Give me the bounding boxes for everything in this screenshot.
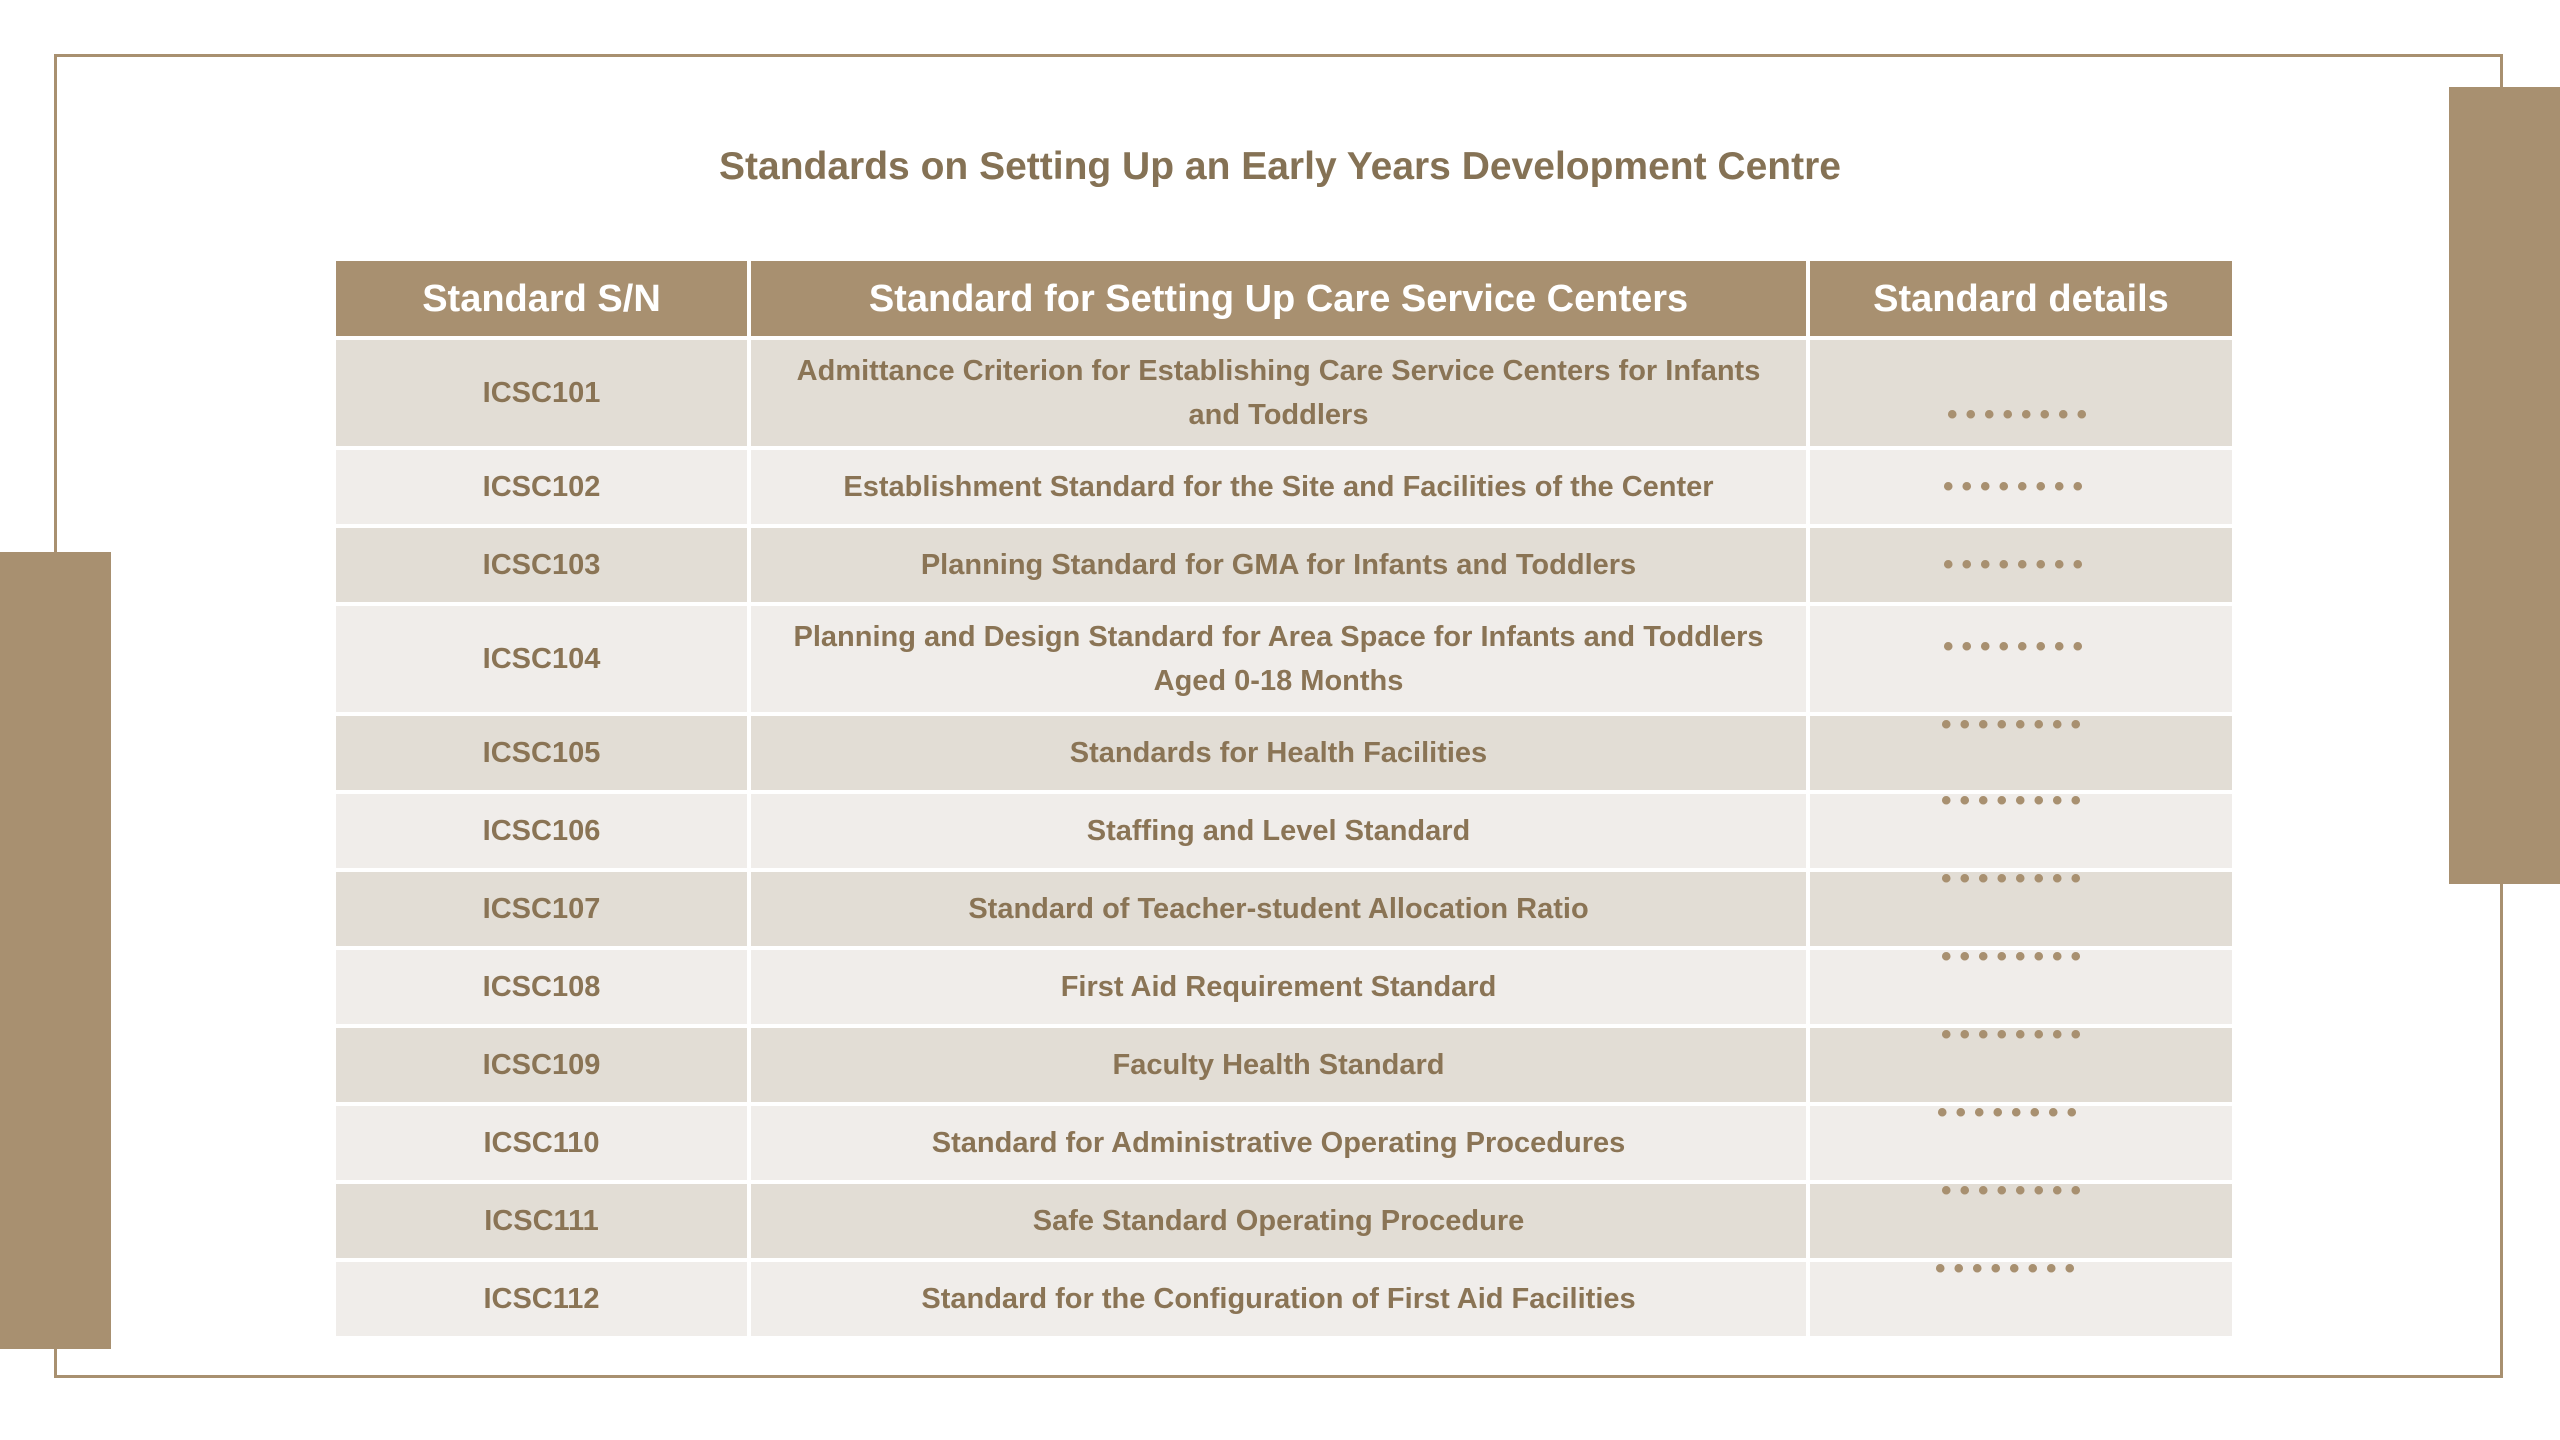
cell-standard-sn-text: ICSC110 [483,1127,600,1159]
cell-standard-sn: ICSC108 [336,950,747,1024]
cell-standard-text: Standards for Health Facilities [1069,737,1488,769]
cell-standard: Planning and Design Standard for Area Sp… [751,606,1806,712]
cell-standard-sn: ICSC101 [336,340,747,446]
cell-standard-sn-text: ICSC101 [482,377,601,409]
cell-standard-details-text: •••••••• [1940,940,2090,973]
cell-standard: Safe Standard Operating Procedure [751,1184,1806,1258]
cell-standard: Standard for the Configuration of First … [751,1262,1806,1336]
page-title: Standards on Setting Up an Early Years D… [719,145,1841,188]
cell-standard-sn: ICSC111 [336,1184,747,1258]
table-row: ICSC111 Safe Standard Operating Procedure… [336,1174,2232,1258]
cell-standard-sn-text: ICSC102 [482,471,601,503]
cell-standard: Planning Standard for GMA for Infants an… [751,528,1806,602]
cell-standard-details: •••••••• [1810,708,2232,790]
table-header-row: Standard S/N Standard for Setting Up Car… [336,261,2232,336]
table-row: ICSC110 Standard for Administrative Opera… [336,1096,2232,1180]
standards-table: Standard S/N Standard for Setting Up Car… [336,261,2232,1340]
cell-standard-details: •••••••• [1810,940,2232,1024]
cell-standard-sn-text: ICSC104 [482,643,601,675]
cell-standard-text: First Aid Requirement Standard [1060,971,1497,1003]
cell-standard-sn: ICSC104 [336,606,747,712]
cell-standard: Standard for Administrative Operating Pr… [751,1106,1806,1180]
cell-standard: Standards for Health Facilities [751,716,1806,790]
cell-standard-sn-text: ICSC112 [483,1283,600,1315]
cell-standard-details: •••••••• [1810,606,2232,712]
cell-standard-text: Planning Standard for GMA for Infants an… [920,549,1637,581]
cell-standard-sn: ICSC109 [336,1028,747,1102]
table-row: ICSC102 Establishment Standard for the Si… [336,450,2232,524]
cell-standard-sn: ICSC102 [336,450,747,524]
cell-standard-details: •••••••• [1810,1174,2232,1258]
cell-standard-sn-text: ICSC109 [482,1049,601,1081]
cell-standard-text: Safe Standard Operating Procedure [1032,1205,1525,1237]
cell-standard-details: •••••••• [1810,862,2232,946]
cell-standard-details-text: •••••••• [1936,1096,2086,1129]
cell-standard-details-text: •••••••• [1940,862,2090,895]
cell-standard-details-text: •••••••• [1942,548,2092,581]
cell-standard-details-text: •••••••• [1942,630,2092,663]
cell-standard: Staffing and Level Standard [751,794,1806,868]
cell-standard-details-text: •••••••• [1940,1174,2090,1207]
cell-standard-sn: ICSC107 [336,872,747,946]
cell-standard-sn: ICSC110 [336,1106,747,1180]
header-standard-details: Standard details [1810,261,2232,336]
cell-standard-details-text: •••••••• [1940,1018,2090,1051]
table-row: ICSC107 Standard of Teacher-student Alloc… [336,862,2232,946]
cell-standard-sn: ICSC106 [336,794,747,868]
cell-standard-text: Planning and Design Standard for Area Sp… [793,621,1764,697]
cell-standard-details: •••••••• [1810,1018,2232,1102]
cell-standard-sn: ICSC105 [336,716,747,790]
cell-standard-text: Establishment Standard for the Site and … [843,471,1714,503]
cell-standard: Establishment Standard for the Site and … [751,450,1806,524]
cell-standard: First Aid Requirement Standard [751,950,1806,1024]
cell-standard-sn-text: ICSC106 [482,815,601,847]
table-row: ICSC101 Admittance Criterion for Establis… [336,340,2232,446]
decorative-bar-left [0,552,111,1349]
cell-standard-details-text: •••••••• [1942,470,2092,503]
table-row: ICSC103 Planning Standard for GMA for Inf… [336,528,2232,602]
cell-standard-text: Admittance Criterion for Establishing Ca… [796,355,1761,431]
cell-standard-text: Standard of Teacher-student Allocation R… [968,893,1589,925]
cell-standard-text: Faculty Health Standard [1112,1049,1445,1081]
cell-standard-sn: ICSC103 [336,528,747,602]
table-body: ICSC101 Admittance Criterion for Establis… [336,340,2232,1336]
cell-standard-details: •••••••• [1810,784,2232,868]
table-row: ICSC106 Staffing and Level Standard ••••••… [336,784,2232,868]
cell-standard-sn-text: ICSC108 [482,971,601,1003]
cell-standard-sn-text: ICSC107 [482,893,601,925]
cell-standard: Standard of Teacher-student Allocation R… [751,872,1806,946]
cell-standard: Faculty Health Standard [751,1028,1806,1102]
cell-standard-text: Staffing and Level Standard [1086,815,1471,847]
cell-standard-details-text: •••••••• [1934,1252,2084,1285]
cell-standard-details: •••••••• [1810,528,2232,602]
cell-standard-sn-text: ICSC103 [482,549,601,581]
cell-standard-sn: ICSC112 [336,1262,747,1336]
cell-standard-details-text: •••••••• [1940,784,2090,817]
cell-standard-details-text: •••••••• [1946,398,2096,431]
cell-standard-text: Standard for Administrative Operating Pr… [931,1127,1626,1159]
table-row: ICSC108 First Aid Requirement Standard •••… [336,940,2232,1024]
cell-standard-sn-text: ICSC105 [482,737,601,769]
cell-standard-details: •••••••• [1810,340,2232,446]
cell-standard: Admittance Criterion for Establishing Ca… [751,340,1806,446]
header-standard: Standard for Setting Up Care Service Cen… [751,261,1806,336]
cell-standard-details: •••••••• [1810,1096,2232,1180]
table-row: ICSC109 Faculty Health Standard •••••••• [336,1018,2232,1102]
table-row: ICSC104 Planning and Design Standard for … [336,606,2232,712]
cell-standard-details: •••••••• [1810,1252,2232,1336]
cell-standard-details: •••••••• [1810,450,2232,524]
table-row: ICSC112 Standard for the Configuration of… [336,1252,2232,1336]
cell-standard-sn-text: ICSC111 [484,1205,599,1237]
table-row: ICSC105 Standards for Health Facilities ••… [336,708,2232,790]
header-standard-sn: Standard S/N [336,261,747,336]
decorative-bar-right [2449,87,2560,884]
cell-standard-text: Standard for the Configuration of First … [921,1283,1636,1315]
cell-standard-details-text: •••••••• [1940,708,2090,741]
